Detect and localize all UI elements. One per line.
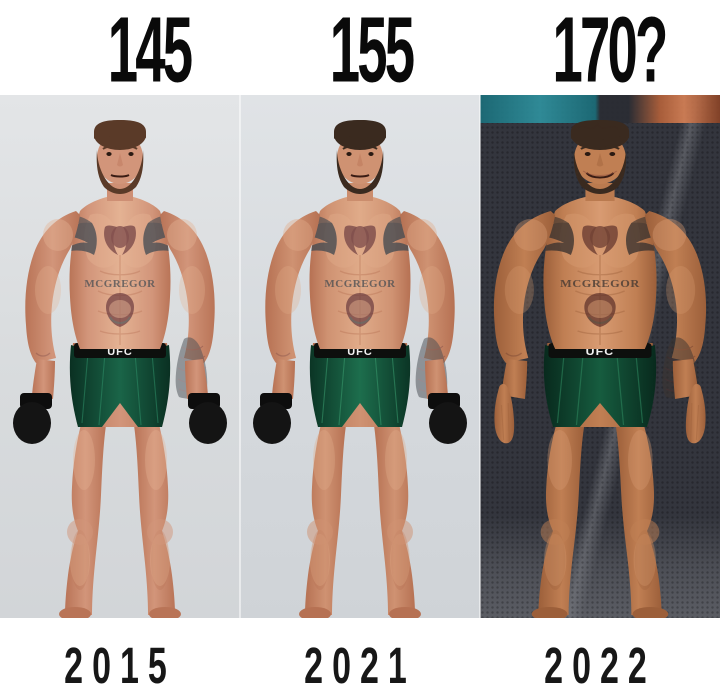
svg-text:MCGREGOR: MCGREGOR <box>84 278 156 290</box>
svg-text:MCGREGOR: MCGREGOR <box>560 278 640 290</box>
svg-text:MCGREGOR: MCGREGOR <box>324 278 396 290</box>
